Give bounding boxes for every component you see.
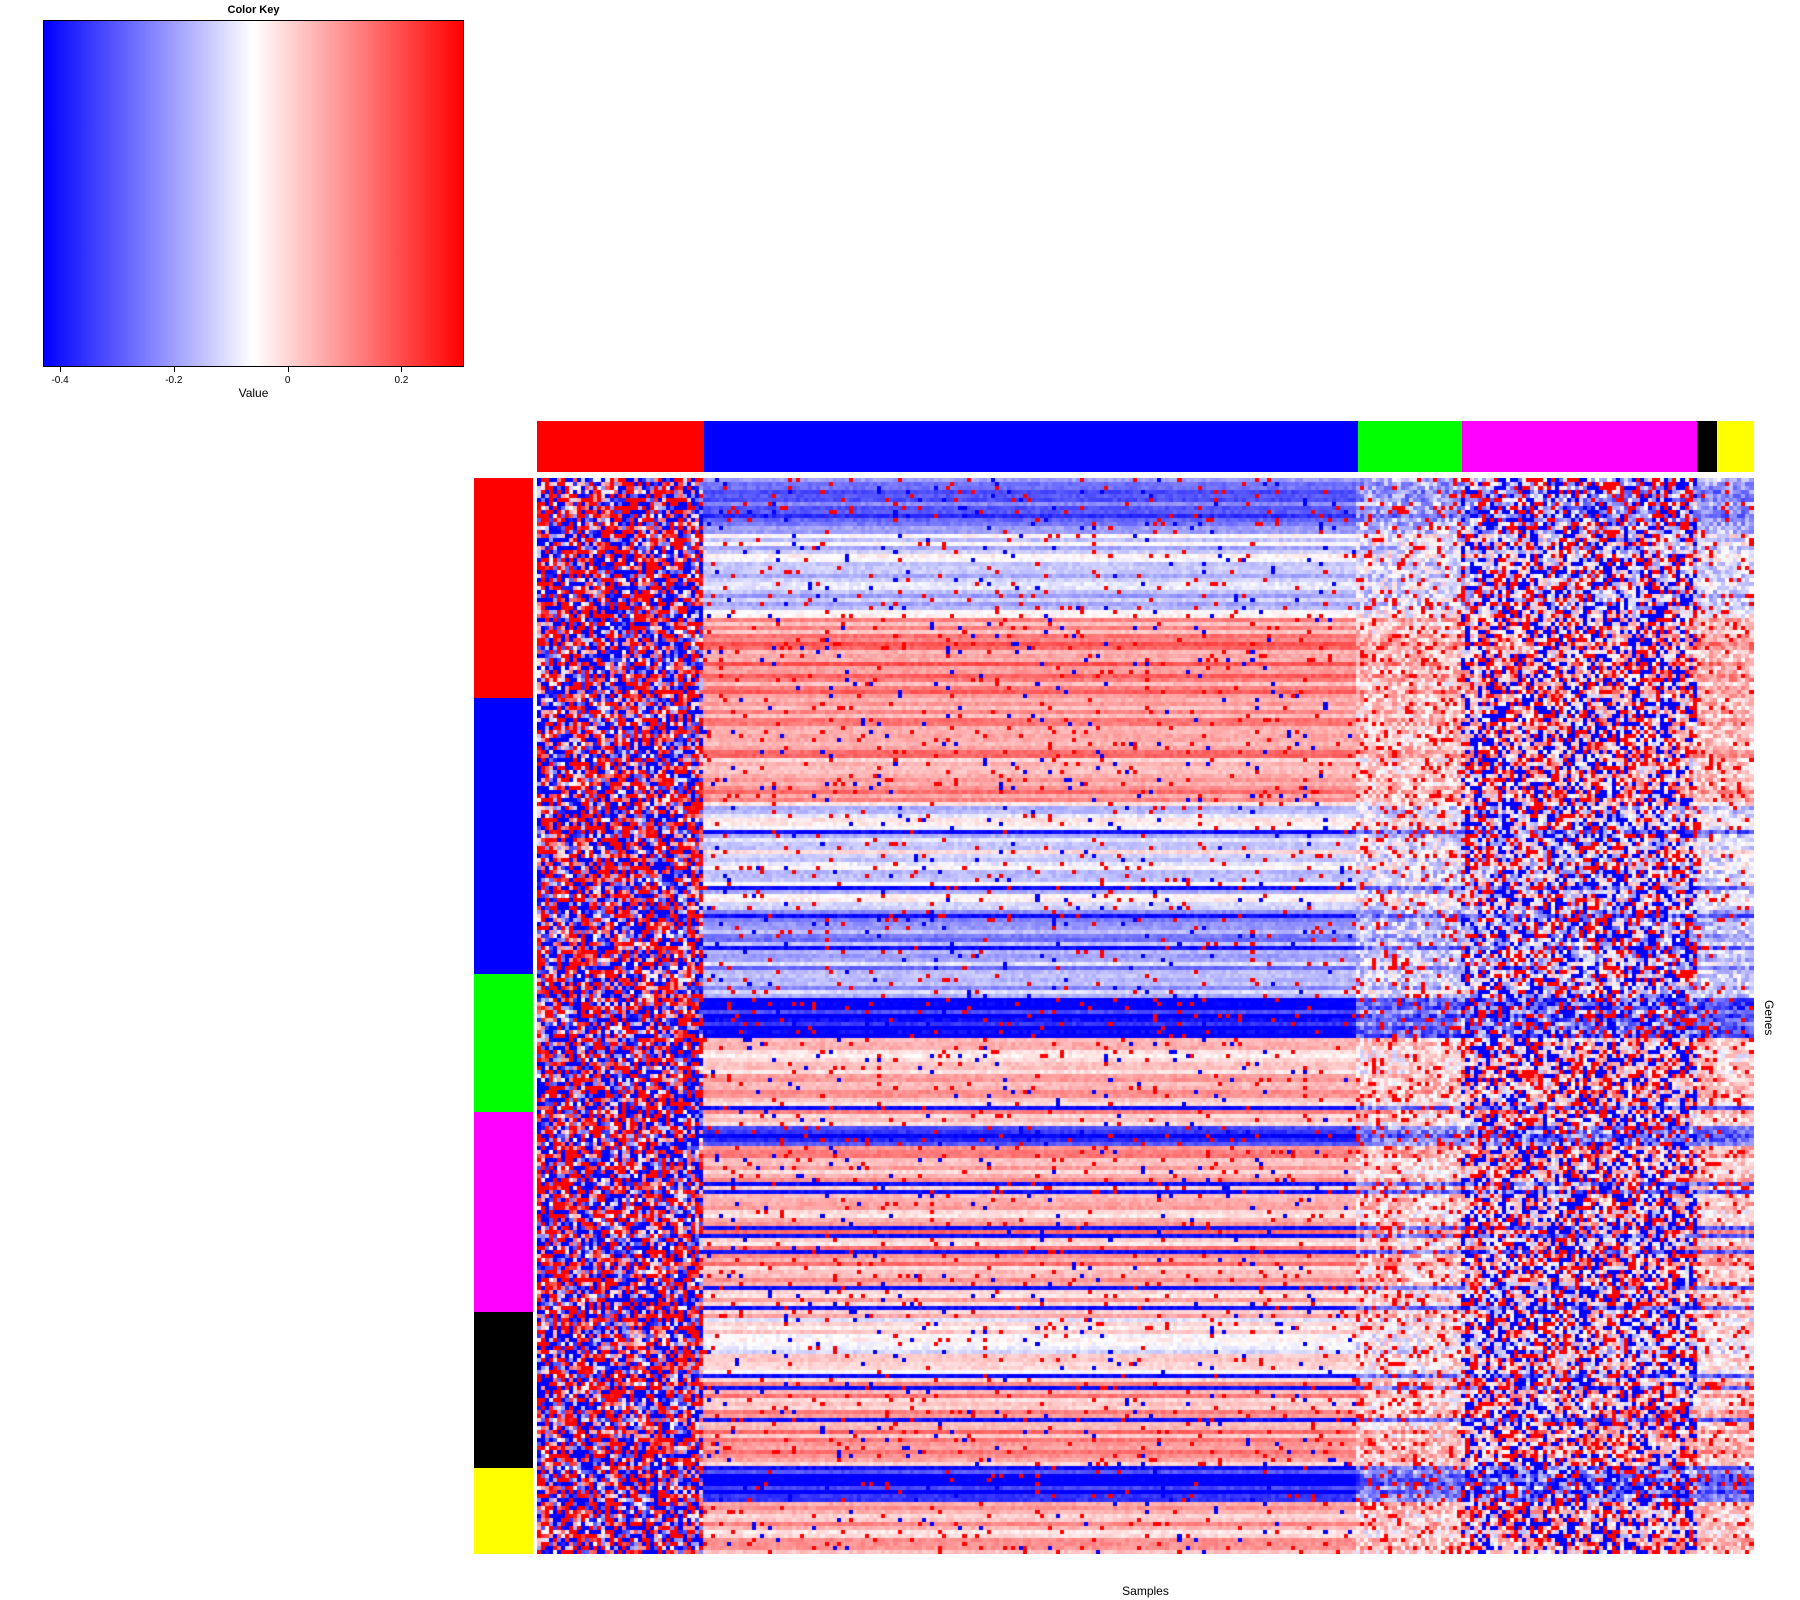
- color-key-xlabel: Value: [238, 386, 269, 400]
- column-group-segment: [704, 421, 1358, 472]
- color-key-tick-label: -0.2: [165, 375, 183, 386]
- row-group-segment: [474, 1112, 533, 1312]
- color-key-gradient: [43, 20, 464, 367]
- column-group-segment: [1697, 421, 1717, 472]
- color-key-tick-mark: [287, 367, 289, 372]
- row-group-segment: [474, 1312, 533, 1468]
- color-key-tick-label: 0: [284, 375, 291, 386]
- row-group-segment: [474, 698, 533, 974]
- color-key-tick-mark: [173, 367, 175, 372]
- row-group-segment: [474, 974, 533, 1112]
- row-group-bar: [474, 478, 533, 1554]
- column-group-segment: [1462, 421, 1697, 472]
- row-group-segment: [474, 1468, 533, 1554]
- column-group-segment: [537, 421, 704, 472]
- row-group-segment: [474, 478, 533, 698]
- column-group-segment: [1358, 421, 1462, 472]
- color-key-title: Color Key: [227, 4, 280, 16]
- color-key-axis: -0.4 -0.2 0 0.2: [43, 367, 464, 397]
- column-group-bar: [537, 421, 1754, 472]
- column-group-segment: [1717, 421, 1754, 472]
- color-key-tick-mark: [60, 367, 62, 372]
- heatmap-matrix: [537, 478, 1754, 1554]
- color-key-tick-label: -0.4: [51, 375, 69, 386]
- color-key-tick-label: 0.2: [394, 375, 409, 386]
- x-axis-label: Samples: [1122, 1584, 1169, 1598]
- y-axis-label: Genes: [1762, 1000, 1776, 1036]
- color-key-tick-mark: [401, 367, 403, 372]
